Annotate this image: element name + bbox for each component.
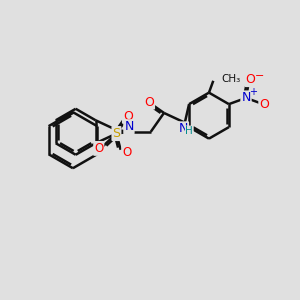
- Text: O: O: [246, 73, 256, 86]
- Text: S: S: [112, 127, 120, 140]
- Text: H: H: [185, 126, 193, 136]
- Text: +: +: [249, 87, 257, 97]
- Text: O: O: [94, 142, 104, 155]
- Text: O: O: [259, 98, 269, 111]
- Text: N: N: [179, 122, 188, 135]
- Text: N: N: [124, 120, 134, 133]
- Text: N: N: [241, 92, 251, 104]
- Text: CH₃: CH₃: [221, 74, 240, 84]
- Text: O: O: [122, 146, 131, 159]
- Text: O: O: [144, 96, 154, 109]
- Text: O: O: [123, 110, 133, 123]
- Text: −: −: [254, 71, 264, 81]
